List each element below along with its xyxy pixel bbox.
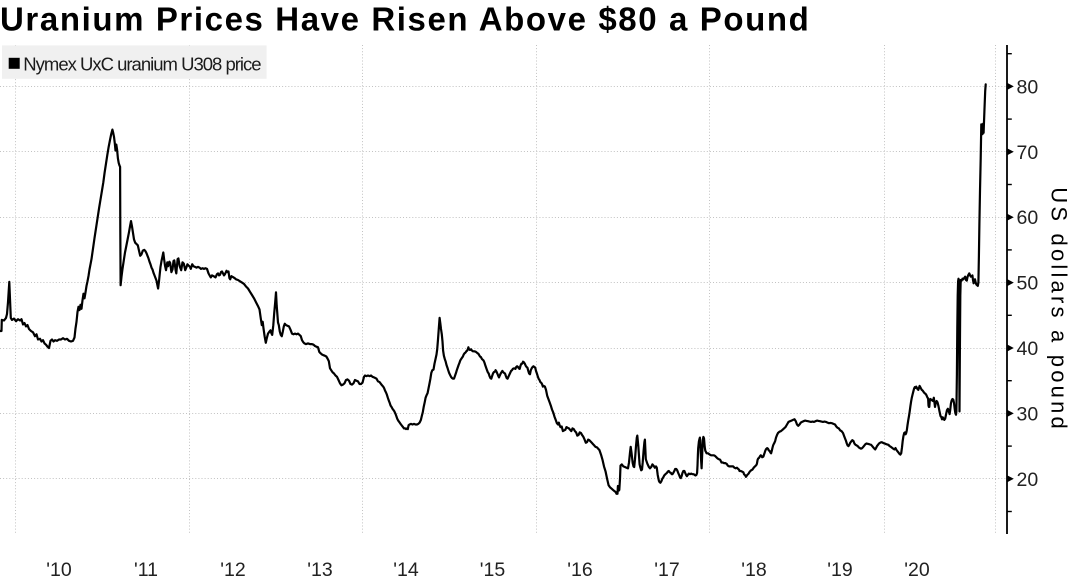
svg-text:70: 70 [1017, 142, 1039, 164]
svg-text:Nymex UxC uranium U308 price: Nymex UxC uranium U308 price [23, 53, 261, 74]
svg-text:80: 80 [1017, 76, 1039, 98]
svg-text:'16: '16 [567, 559, 592, 581]
svg-text:20: 20 [1017, 469, 1039, 491]
svg-text:'20: '20 [904, 559, 930, 581]
svg-text:'12: '12 [220, 559, 245, 581]
svg-text:'19: '19 [827, 559, 852, 581]
svg-text:Uranium Prices Have Risen Abov: Uranium Prices Have Risen Above $80 a Po… [0, 1, 810, 38]
svg-text:'15: '15 [480, 559, 506, 581]
svg-text:US dollars a pound: US dollars a pound [1047, 187, 1072, 432]
svg-text:30: 30 [1017, 403, 1039, 425]
svg-text:60: 60 [1017, 207, 1039, 229]
svg-text:'13: '13 [307, 559, 332, 581]
svg-text:'17: '17 [654, 559, 679, 581]
svg-text:'14: '14 [393, 559, 419, 581]
svg-text:'11: '11 [134, 559, 158, 581]
svg-text:'18: '18 [741, 559, 766, 581]
svg-text:50: 50 [1017, 273, 1039, 295]
svg-text:40: 40 [1017, 338, 1039, 360]
svg-text:'10: '10 [46, 559, 72, 581]
